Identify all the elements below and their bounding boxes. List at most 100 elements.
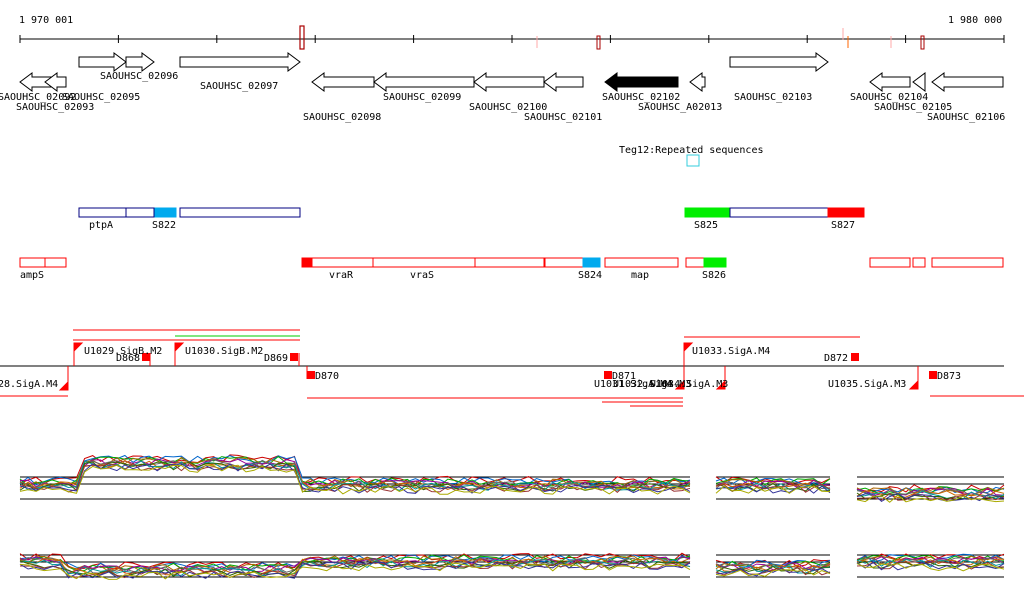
feature-label-S826: S826 — [702, 270, 726, 281]
feature-box[interactable] — [604, 257, 679, 268]
promoter-label: U1031.SigA.M4 — [594, 379, 672, 390]
regulatory-track: 28.SigA.M4 U1029.SigB.M2 U1030.SigB.M2 U… — [0, 329, 1024, 407]
ruler-end-label: 1 980 000 — [948, 15, 1002, 26]
feature-box[interactable] — [931, 257, 1004, 268]
feature-box[interactable] — [474, 257, 545, 268]
gene-label: SAOUHSC_02096 — [100, 71, 178, 82]
coordinate-ruler: 1 970 001 1 980 000 — [19, 15, 1005, 50]
gene-label: SAOUHSC_02104 — [850, 92, 928, 103]
feature-box[interactable] — [544, 257, 584, 268]
terminator-label: D871 — [612, 371, 636, 382]
gene-arrow[interactable] — [604, 72, 679, 92]
gene-arrow[interactable] — [311, 72, 375, 92]
gene-arrow[interactable] — [689, 72, 706, 92]
repeat-label: Teg12:Repeated sequences — [619, 145, 764, 156]
expression-panel — [856, 553, 1005, 578]
feature-box[interactable] — [44, 257, 67, 268]
expression-panel — [19, 454, 691, 500]
terminator-label: D872 — [824, 353, 848, 364]
feature-label-ampS: ampS — [20, 270, 44, 281]
feature-box[interactable] — [685, 257, 705, 268]
gene-label: SAOUHSC_A02013 — [638, 102, 722, 113]
feature-box[interactable] — [19, 257, 46, 268]
gene-arrow[interactable] — [179, 52, 301, 72]
gene-arrow[interactable] — [931, 72, 1004, 92]
ruler-ticks — [19, 35, 1005, 43]
gene-label: SAOUHSC_02095 — [62, 92, 140, 103]
repeat-box[interactable] — [686, 154, 700, 167]
feature-box[interactable] — [125, 207, 155, 218]
feature-box[interactable] — [912, 257, 926, 268]
expression-profiles — [19, 454, 1005, 580]
gene-arrow[interactable] — [473, 72, 545, 92]
gene-label: SAOUHSC_02103 — [734, 92, 812, 103]
gene-label: SAOUHSC_02102 — [602, 92, 680, 103]
feature-box[interactable] — [684, 207, 731, 218]
feature-box[interactable] — [311, 257, 374, 268]
gene-arrow[interactable] — [44, 72, 67, 92]
gene-label: SAOUHSC_02105 — [874, 102, 952, 113]
terminator-label: D870 — [315, 371, 339, 382]
expression-panel — [19, 552, 691, 580]
feature-box[interactable] — [869, 257, 911, 268]
ruler-marker[interactable] — [920, 35, 925, 50]
gene-arrow[interactable] — [869, 72, 911, 92]
feature-label-vraR: vraR — [329, 270, 354, 281]
feature-label-S822: S822 — [152, 220, 176, 231]
terminator-markers — [142, 353, 937, 379]
repeat-track: Teg12:Repeated sequences — [619, 145, 764, 167]
gene-label: SAOUHSC_02101 — [524, 112, 602, 123]
feature-box[interactable] — [703, 257, 727, 268]
feature-box[interactable] — [729, 207, 829, 218]
promoter-label: U1032.SigA.M3 — [613, 379, 691, 390]
ruler-marker[interactable] — [596, 35, 601, 50]
feature-label-map: map — [631, 270, 649, 281]
expression-panel — [715, 476, 831, 500]
feature-label-ptpA: ptpA — [89, 220, 113, 231]
feature-box[interactable] — [372, 257, 476, 268]
ruler-marker[interactable] — [299, 25, 305, 50]
promoter-label: 28.SigA.M4 — [0, 379, 58, 390]
expression-panel — [715, 554, 831, 578]
feature-label-S824: S824 — [578, 270, 602, 281]
ruler-markers — [299, 25, 925, 50]
feature-box[interactable] — [179, 207, 301, 218]
terminator-label: D869 — [264, 353, 288, 364]
gene-arrow[interactable] — [543, 72, 584, 92]
promoter-label: U1029.SigB.M2 — [84, 346, 162, 357]
promoter-markers — [58, 342, 919, 391]
feature-label-S825: S825 — [694, 220, 718, 231]
red-feature-track: ampS vraR vraS S824 map S826 — [19, 257, 1004, 281]
feature-label-vraS: vraS — [410, 270, 434, 281]
terminator-label: D873 — [937, 371, 961, 382]
gene-arrow[interactable] — [912, 72, 926, 92]
expression-panel — [856, 476, 1005, 503]
ruler-start-label: 1 970 001 — [19, 15, 73, 26]
feature-box[interactable] — [78, 207, 127, 218]
gene-arrow[interactable] — [373, 72, 475, 92]
gene-arrow[interactable] — [78, 52, 127, 72]
gene-label: SAOUHSC_02106 — [927, 112, 1005, 123]
promoter-label: U1034.SigA.M3 — [650, 379, 728, 390]
gene-label: SAOUHSC_02098 — [303, 112, 381, 123]
gene-label: SAOUHSC_02093 — [16, 102, 94, 113]
terminator-label: D868 — [116, 353, 140, 364]
feature-box[interactable] — [827, 207, 865, 218]
feature-box[interactable] — [154, 207, 177, 218]
gene-arrow[interactable] — [125, 52, 155, 72]
blue-feature-track: ptpA S822 S825 S827 — [78, 207, 865, 231]
transcript-spans — [0, 329, 1024, 407]
gene-arrow[interactable] — [729, 52, 829, 72]
feature-box[interactable] — [301, 257, 313, 268]
promoter-label: U1035.SigA.M3 — [828, 379, 906, 390]
gene-label: SAOUHSC_02100 — [469, 102, 547, 113]
promoter-label: U1033.SigA.M4 — [692, 346, 770, 357]
gene-label: SAOUHSC_02097 — [200, 81, 278, 92]
gene-label: SAOUHSC_02092 — [0, 92, 76, 103]
feature-box[interactable] — [582, 257, 601, 268]
promoter-label: U1030.SigB.M2 — [185, 346, 263, 357]
gene-label: SAOUHSC_02099 — [383, 92, 461, 103]
